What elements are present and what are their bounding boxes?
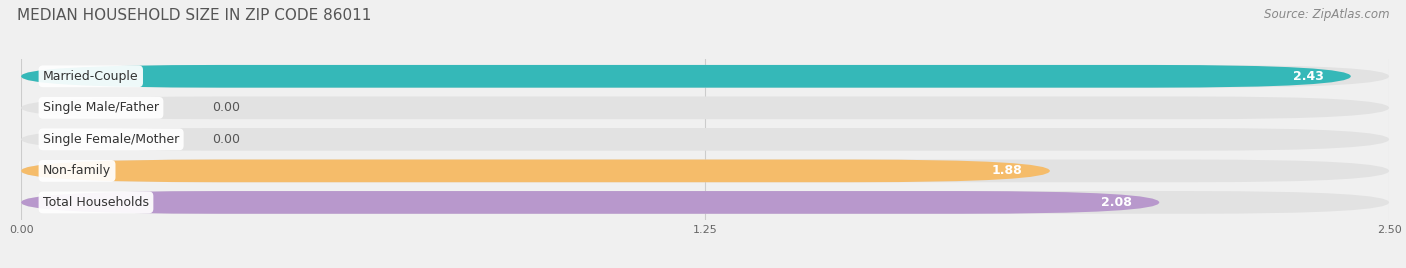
FancyBboxPatch shape — [21, 191, 1389, 214]
FancyBboxPatch shape — [21, 128, 1389, 151]
Text: Non-family: Non-family — [44, 164, 111, 177]
FancyBboxPatch shape — [21, 159, 1050, 182]
Text: 2.08: 2.08 — [1101, 196, 1132, 209]
Text: Source: ZipAtlas.com: Source: ZipAtlas.com — [1264, 8, 1389, 21]
FancyBboxPatch shape — [21, 191, 1160, 214]
Text: 0.00: 0.00 — [212, 101, 240, 114]
FancyBboxPatch shape — [21, 96, 1389, 119]
Text: Total Households: Total Households — [44, 196, 149, 209]
Text: 1.88: 1.88 — [991, 164, 1022, 177]
Text: Single Male/Father: Single Male/Father — [44, 101, 159, 114]
FancyBboxPatch shape — [21, 65, 1351, 88]
Text: MEDIAN HOUSEHOLD SIZE IN ZIP CODE 86011: MEDIAN HOUSEHOLD SIZE IN ZIP CODE 86011 — [17, 8, 371, 23]
FancyBboxPatch shape — [21, 65, 1389, 88]
Text: 2.43: 2.43 — [1292, 70, 1323, 83]
Text: 0.00: 0.00 — [212, 133, 240, 146]
Text: Single Female/Mother: Single Female/Mother — [44, 133, 179, 146]
FancyBboxPatch shape — [21, 159, 1389, 182]
Text: Married-Couple: Married-Couple — [44, 70, 139, 83]
